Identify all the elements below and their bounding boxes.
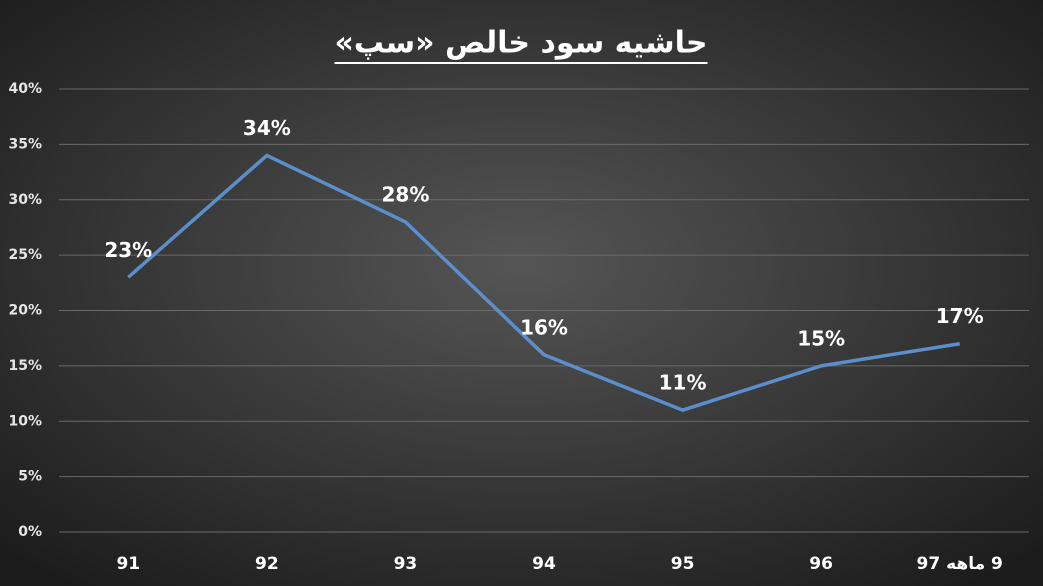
data-label: 17% <box>936 304 984 328</box>
x-tick-label: 94 <box>532 554 556 574</box>
y-tick-label: 5% <box>18 469 42 485</box>
x-tick-label: 93 <box>394 554 418 574</box>
y-tick-label: 30% <box>8 192 42 208</box>
y-tick-label: 35% <box>8 136 42 152</box>
data-line <box>127 153 960 412</box>
data-label: 34% <box>243 116 291 140</box>
data-label: 28% <box>381 182 429 206</box>
y-tick-label: 0% <box>18 524 42 540</box>
x-tick-label: 92 <box>255 554 279 574</box>
y-tick-label: 20% <box>8 303 42 319</box>
x-tick-label: 91 <box>116 554 140 574</box>
x-tick-label: 95 <box>671 554 695 574</box>
data-label: 23% <box>104 238 152 262</box>
y-tick-label: 10% <box>8 413 42 429</box>
y-tick-label: 40% <box>8 81 42 97</box>
data-label: 11% <box>659 371 707 395</box>
chart-title: حاشیه سود خالص «سپ» <box>335 26 708 61</box>
data-label: 15% <box>797 326 845 350</box>
data-label: 16% <box>520 315 568 339</box>
x-tick-label: 96 <box>809 554 833 574</box>
y-tick-label: 15% <box>8 358 42 374</box>
y-tick-label: 25% <box>8 247 42 263</box>
x-tick-label: 9 ماهه 97 <box>917 554 1003 574</box>
